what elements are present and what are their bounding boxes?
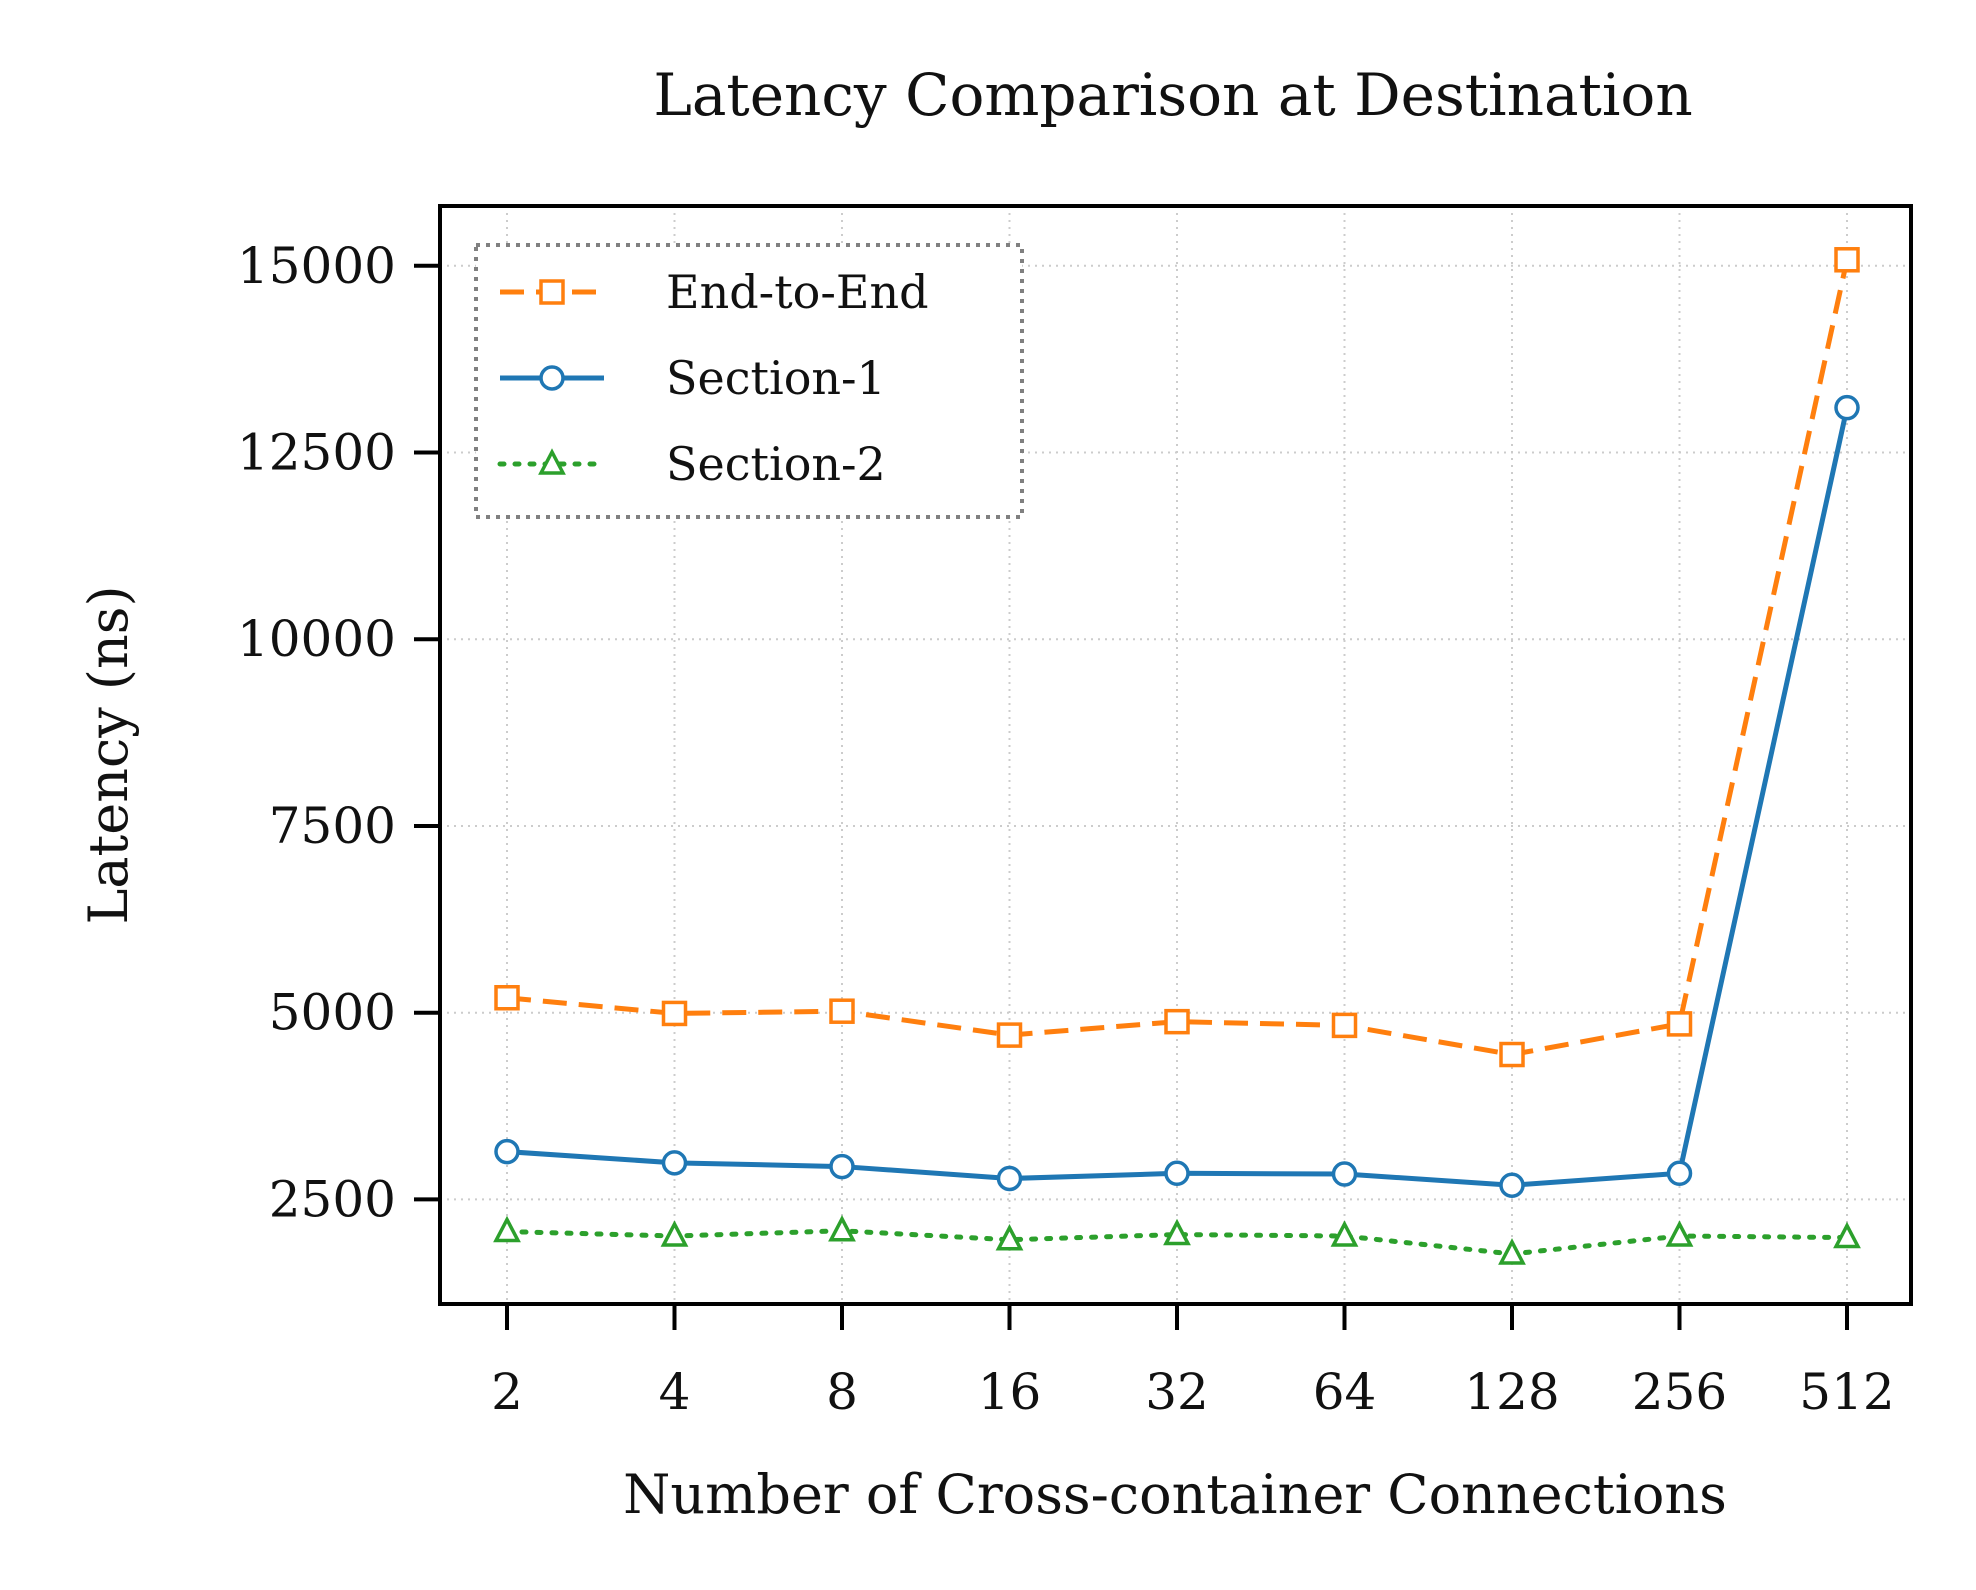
y-tick-label: 12500 (237, 423, 396, 481)
legend-marker-swatch (538, 448, 566, 475)
data-point (1499, 1041, 1525, 1068)
x-tick-label: 256 (1632, 1363, 1727, 1421)
data-point (829, 1153, 855, 1180)
data-point (1665, 1220, 1694, 1247)
x-tick-label: 8 (826, 1363, 858, 1421)
data-point (995, 1223, 1024, 1251)
legend-label: Section-2 (666, 437, 886, 491)
legend-marker-swatch (539, 279, 565, 305)
x-tick-label: 4 (659, 1363, 691, 1421)
y-axis-label: Latency (ns) (77, 585, 140, 924)
legend-item: End-to-End (500, 265, 929, 319)
data-point (1331, 1161, 1358, 1187)
y-tick-label: 2500 (269, 1170, 396, 1228)
data-point (1330, 1220, 1359, 1247)
data-point (1833, 1221, 1861, 1249)
data-point (661, 1150, 688, 1176)
data-point (996, 1165, 1023, 1192)
data-point (1164, 1160, 1190, 1187)
y-tick-label: 15000 (237, 237, 396, 295)
legend-marker-swatch (539, 365, 565, 391)
data-point (1666, 1160, 1693, 1187)
x-tick-label: 32 (1145, 1363, 1209, 1421)
legend-item: Section-2 (497, 437, 886, 491)
y-tick-label: 5000 (269, 984, 396, 1042)
legend-box (474, 243, 1024, 519)
series-line (506, 259, 1850, 1058)
data-point (1331, 1012, 1358, 1039)
data-point (828, 1215, 856, 1242)
series-layer (493, 247, 1861, 1265)
series-section-1 (494, 394, 1860, 1198)
legend: End-to-End Section-1 Section-2 (474, 243, 1024, 519)
data-point (996, 1022, 1023, 1048)
x-tick-label: 2 (491, 1363, 523, 1421)
x-tick-label: 64 (1313, 1363, 1377, 1421)
series-section-2 (493, 1215, 1861, 1265)
series-line (504, 1228, 1850, 1257)
x-axis-label: Number of Cross-container Connections (623, 1463, 1727, 1526)
series-end-to-end (494, 247, 1860, 1068)
y-tick-label: 10000 (237, 610, 396, 668)
y-tick-label: 7500 (269, 797, 396, 855)
data-point (829, 998, 855, 1024)
data-point (493, 1215, 521, 1243)
chart-title: Latency Comparison at Destination (653, 61, 1692, 129)
data-point (1164, 1008, 1190, 1035)
data-point (494, 985, 520, 1011)
x-tick-label: 128 (1464, 1363, 1559, 1421)
legend-label: Section-1 (666, 351, 886, 405)
legend-label: End-to-End (666, 265, 929, 319)
legend-item: Section-1 (500, 351, 886, 405)
y-axis: 2500 5000 7500 10000 12500 15000 (237, 237, 440, 1228)
data-point (1666, 1011, 1693, 1037)
x-axis: 2 4 8 16 32 64 128 256 512 (491, 1304, 1895, 1421)
x-tick-label: 512 (1799, 1363, 1894, 1421)
data-point (1834, 394, 1860, 421)
data-point (1499, 1172, 1525, 1198)
x-tick-label: 16 (978, 1363, 1042, 1421)
data-point (1498, 1238, 1526, 1265)
data-point (1163, 1218, 1191, 1246)
data-point (1834, 247, 1860, 273)
data-point (661, 1000, 688, 1027)
data-point (660, 1220, 689, 1247)
data-point (494, 1138, 520, 1165)
